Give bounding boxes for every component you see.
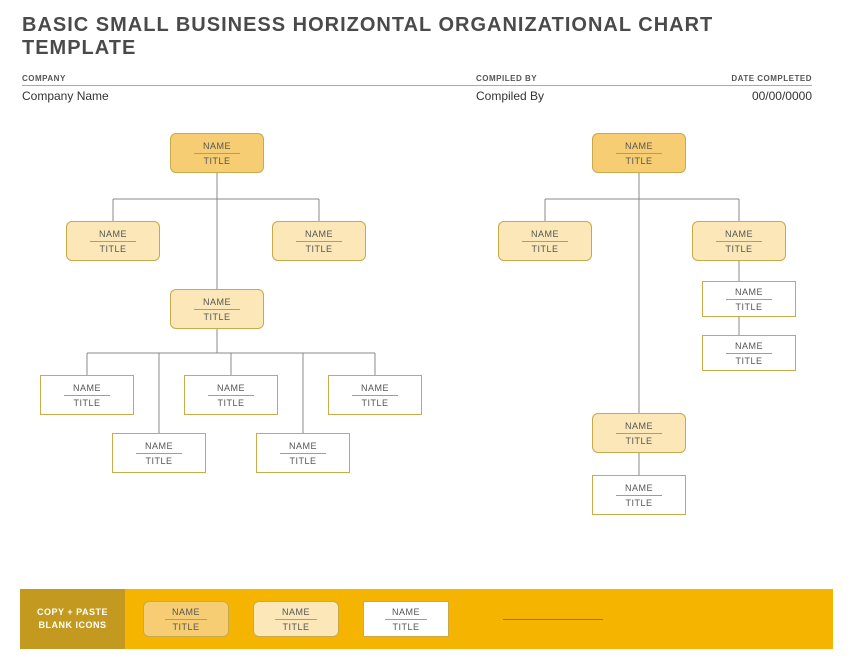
- node-divider: [275, 619, 317, 620]
- node-name: NAME: [99, 229, 127, 239]
- org-node[interactable]: NAME TITLE: [66, 221, 160, 261]
- node-name: NAME: [735, 287, 763, 297]
- node-name: NAME: [392, 607, 420, 617]
- node-divider: [194, 309, 240, 310]
- node-title: TITLE: [73, 398, 100, 408]
- node-name: NAME: [625, 141, 653, 151]
- node-name: NAME: [531, 229, 559, 239]
- node-divider: [352, 395, 398, 396]
- node-name: NAME: [305, 229, 333, 239]
- footer-label-line1: COPY + PASTE: [37, 606, 108, 619]
- node-title: TITLE: [203, 156, 230, 166]
- node-name: NAME: [735, 341, 763, 351]
- footer-label: COPY + PASTE BLANK ICONS: [20, 589, 125, 649]
- node-title: TITLE: [735, 302, 762, 312]
- node-name: NAME: [725, 229, 753, 239]
- date-completed-value[interactable]: 00/00/0000: [694, 86, 812, 103]
- node-divider: [726, 299, 772, 300]
- node-name: NAME: [625, 483, 653, 493]
- node-title: TITLE: [282, 622, 309, 632]
- compiled-by-value[interactable]: Compiled By: [476, 86, 694, 103]
- company-label: COMPANY: [22, 74, 476, 86]
- org-node[interactable]: NAME TITLE: [170, 133, 264, 173]
- org-node[interactable]: NAME TITLE: [328, 375, 422, 415]
- node-divider: [280, 453, 326, 454]
- node-name: NAME: [625, 421, 653, 431]
- node-name: NAME: [73, 383, 101, 393]
- footer-sample-node[interactable]: NAME TITLE: [253, 601, 339, 637]
- compiled-by-label: COMPILED BY: [476, 74, 694, 86]
- node-divider: [208, 395, 254, 396]
- header-row: COMPANY Company Name COMPILED BY Compile…: [0, 74, 853, 103]
- node-title: TITLE: [625, 156, 652, 166]
- chart-area: NAMETITLENAMETITLENAMETITLENAMETITLENAME…: [0, 103, 853, 603]
- node-name: NAME: [203, 297, 231, 307]
- node-divider: [136, 453, 182, 454]
- node-divider: [385, 619, 427, 620]
- org-node[interactable]: NAME TITLE: [184, 375, 278, 415]
- org-node[interactable]: NAME TITLE: [692, 221, 786, 261]
- node-title: TITLE: [361, 398, 388, 408]
- node-divider: [616, 495, 662, 496]
- node-divider: [165, 619, 207, 620]
- node-name: NAME: [145, 441, 173, 451]
- org-node[interactable]: NAME TITLE: [702, 335, 796, 371]
- node-divider: [90, 241, 136, 242]
- node-title: TITLE: [172, 622, 199, 632]
- org-node[interactable]: NAME TITLE: [498, 221, 592, 261]
- node-divider: [64, 395, 110, 396]
- node-title: TITLE: [735, 356, 762, 366]
- node-name: NAME: [172, 607, 200, 617]
- node-title: TITLE: [625, 436, 652, 446]
- node-name: NAME: [289, 441, 317, 451]
- footer-samples: NAME TITLE NAME TITLE NAME TITLE: [125, 589, 833, 649]
- org-node[interactable]: NAME TITLE: [592, 413, 686, 453]
- node-title: TITLE: [99, 244, 126, 254]
- node-title: TITLE: [217, 398, 244, 408]
- node-title: TITLE: [145, 456, 172, 466]
- org-node[interactable]: NAME TITLE: [272, 221, 366, 261]
- node-title: TITLE: [203, 312, 230, 322]
- date-completed-label: DATE COMPLETED: [694, 74, 812, 86]
- org-node[interactable]: NAME TITLE: [592, 133, 686, 173]
- node-divider: [726, 353, 772, 354]
- org-node[interactable]: NAME TITLE: [40, 375, 134, 415]
- node-divider: [716, 241, 762, 242]
- node-title: TITLE: [725, 244, 752, 254]
- org-node[interactable]: NAME TITLE: [112, 433, 206, 473]
- node-title: TITLE: [392, 622, 419, 632]
- node-name: NAME: [282, 607, 310, 617]
- node-name: NAME: [203, 141, 231, 151]
- footer-sample-node[interactable]: NAME TITLE: [143, 601, 229, 637]
- node-divider: [522, 241, 568, 242]
- org-node[interactable]: NAME TITLE: [592, 475, 686, 515]
- node-name: NAME: [361, 383, 389, 393]
- org-node[interactable]: NAME TITLE: [702, 281, 796, 317]
- node-divider: [296, 241, 342, 242]
- footer-sample-node[interactable]: NAME TITLE: [363, 601, 449, 637]
- node-title: TITLE: [289, 456, 316, 466]
- node-divider: [616, 433, 662, 434]
- company-value[interactable]: Company Name: [22, 86, 476, 103]
- node-divider: [616, 153, 662, 154]
- org-node[interactable]: NAME TITLE: [170, 289, 264, 329]
- footer-label-line2: BLANK ICONS: [39, 619, 107, 632]
- footer-divider-sample[interactable]: [503, 619, 603, 620]
- node-name: NAME: [217, 383, 245, 393]
- org-node[interactable]: NAME TITLE: [256, 433, 350, 473]
- node-title: TITLE: [305, 244, 332, 254]
- node-title: TITLE: [531, 244, 558, 254]
- node-divider: [194, 153, 240, 154]
- page-title: BASIC SMALL BUSINESS HORIZONTAL ORGANIZA…: [0, 0, 853, 68]
- node-title: TITLE: [625, 498, 652, 508]
- footer-bar: COPY + PASTE BLANK ICONS NAME TITLE NAME TI…: [20, 589, 833, 649]
